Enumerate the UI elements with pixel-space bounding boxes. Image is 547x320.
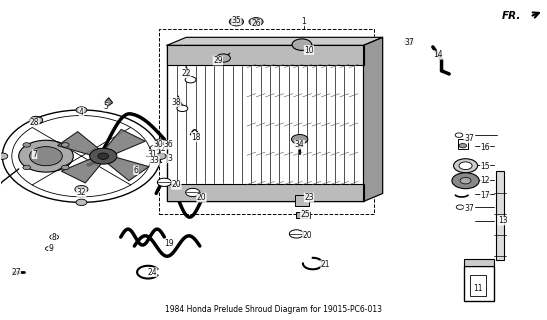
Circle shape [158,178,171,187]
Circle shape [452,173,479,189]
Text: 14: 14 [433,50,443,59]
Text: 30: 30 [153,140,162,149]
Circle shape [453,159,478,173]
Text: 15: 15 [480,162,490,171]
Text: 12: 12 [480,176,490,185]
Text: 37: 37 [404,38,414,47]
Polygon shape [364,37,382,201]
Circle shape [23,143,31,147]
Circle shape [177,105,188,112]
Circle shape [456,205,464,209]
Circle shape [459,162,472,170]
Text: 7: 7 [32,150,37,159]
Circle shape [459,143,467,148]
Circle shape [61,165,69,170]
Circle shape [289,230,304,238]
Text: 23: 23 [304,193,314,202]
Polygon shape [104,98,113,107]
Polygon shape [167,37,382,45]
Text: 25: 25 [300,210,310,219]
Circle shape [455,133,463,137]
Circle shape [185,76,196,83]
Text: 21: 21 [321,260,330,269]
Text: 1984 Honda Prelude Shroud Diagram for 19015-PC6-013: 1984 Honda Prelude Shroud Diagram for 19… [165,305,382,314]
Circle shape [0,153,8,159]
Text: 31: 31 [148,150,157,159]
Text: 26: 26 [251,19,261,28]
Circle shape [292,39,312,50]
Text: 24: 24 [148,268,157,277]
Text: 20: 20 [172,180,181,189]
Text: 36: 36 [164,140,173,149]
FancyBboxPatch shape [464,266,494,301]
Text: 1: 1 [301,17,306,26]
Text: 22: 22 [182,69,191,78]
Text: 29: 29 [213,56,223,65]
Text: 20: 20 [302,231,312,240]
Text: 37: 37 [464,134,474,143]
Polygon shape [57,132,98,155]
FancyBboxPatch shape [167,45,364,65]
Text: 37: 37 [464,204,474,213]
Text: 2: 2 [161,144,166,153]
Circle shape [460,178,471,184]
FancyBboxPatch shape [167,184,364,201]
Circle shape [23,165,31,170]
FancyBboxPatch shape [496,171,504,260]
Circle shape [150,145,159,150]
Circle shape [33,152,39,156]
Text: 6: 6 [133,166,138,175]
Circle shape [292,134,308,144]
Text: 4: 4 [79,108,84,117]
Circle shape [249,18,263,26]
Circle shape [76,199,87,205]
Text: 38: 38 [172,98,181,107]
Circle shape [19,140,73,172]
Text: 20: 20 [197,193,206,202]
Circle shape [404,40,413,45]
Circle shape [90,148,117,164]
Polygon shape [108,157,149,180]
Text: 8: 8 [52,233,56,242]
Text: FR.: FR. [502,11,521,21]
Circle shape [30,150,43,157]
Circle shape [30,116,43,124]
Text: 16: 16 [480,143,490,152]
Circle shape [155,153,166,159]
Circle shape [45,247,52,251]
Text: 33: 33 [150,156,159,165]
Text: 28: 28 [30,118,39,127]
Circle shape [61,143,69,147]
Polygon shape [61,159,101,183]
Circle shape [98,153,109,159]
Text: 35: 35 [231,16,241,25]
Text: 5: 5 [103,102,108,111]
Circle shape [229,18,243,26]
Text: 18: 18 [191,132,201,141]
Circle shape [216,54,230,62]
Text: 19: 19 [164,239,173,248]
Circle shape [156,139,165,144]
Polygon shape [106,130,145,154]
Circle shape [50,235,59,240]
Text: 13: 13 [498,216,508,225]
Circle shape [76,107,87,113]
Circle shape [75,186,88,193]
Text: 9: 9 [49,244,53,253]
Text: 34: 34 [295,140,305,149]
FancyBboxPatch shape [464,260,494,266]
Circle shape [30,147,62,166]
FancyBboxPatch shape [167,45,364,201]
Text: 27: 27 [11,268,21,277]
Text: 17: 17 [480,191,490,200]
Text: 3: 3 [167,154,172,163]
FancyBboxPatch shape [295,195,309,206]
Text: 32: 32 [77,188,86,197]
Text: 11: 11 [473,284,482,292]
FancyBboxPatch shape [458,139,468,149]
Circle shape [185,188,200,197]
FancyBboxPatch shape [296,212,310,218]
Text: 10: 10 [304,45,314,55]
